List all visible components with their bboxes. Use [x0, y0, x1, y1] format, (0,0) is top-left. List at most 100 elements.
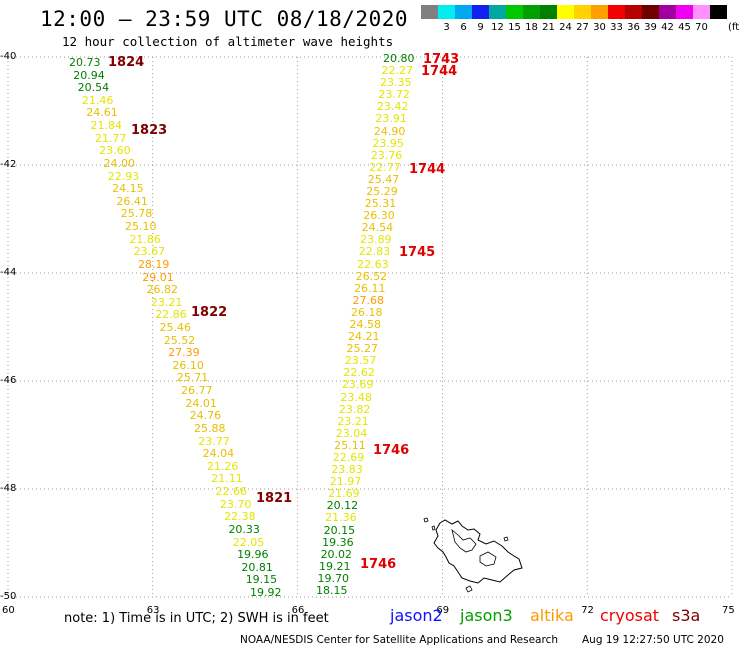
color-scale-cell: 12 — [489, 5, 506, 33]
color-scale-label: 45 — [678, 22, 691, 33]
satellite-legend-item: altika — [530, 606, 574, 625]
wave-height-value: 25.31 — [364, 197, 397, 211]
island-coastline — [423, 517, 523, 593]
color-scale-label: 33 — [610, 22, 623, 33]
pass-time-label: 1743 — [423, 52, 460, 67]
wave-height-value: 23.76 — [370, 148, 403, 162]
wave-height-value: 23.21 — [150, 295, 183, 309]
wave-height-value: 20.02 — [320, 547, 353, 561]
wave-height-value: 21.77 — [94, 131, 127, 145]
wave-height-value: 25.29 — [366, 185, 398, 198]
wave-height-value: 22.69 — [332, 451, 365, 464]
wave-height-value: 23.83 — [331, 463, 363, 477]
wave-height-value: 25.71 — [176, 371, 209, 385]
pass-time-label: 1746 — [360, 557, 397, 572]
wave-height-value: 23.82 — [338, 402, 371, 416]
color-swatch — [523, 5, 540, 19]
wave-height-value: 19.21 — [319, 559, 351, 573]
satellite-legend-item: cryosat — [600, 606, 660, 625]
color-scale-label: 6 — [460, 22, 467, 33]
wave-height-value: 21.84 — [90, 119, 123, 133]
map-grid — [7, 56, 733, 598]
color-scale-cell: 18 — [523, 5, 540, 33]
wave-height-value: 23.57 — [344, 354, 377, 368]
wave-height-value: 20.81 — [241, 560, 273, 574]
generation-timestamp: Aug 19 12:27:50 UTC 2020 — [582, 634, 724, 646]
wave-height-value: 22.66 — [215, 485, 248, 499]
color-swatch — [642, 5, 659, 19]
color-swatch — [438, 5, 455, 19]
satellite-legend-item: jason3 — [460, 606, 513, 625]
pass-time-label: 1824 — [108, 55, 145, 70]
pass-time-label: 1746 — [373, 443, 410, 458]
wave-height-value: 25.52 — [163, 333, 196, 347]
color-scale-cell — [421, 5, 438, 33]
wave-height-value: 21.86 — [129, 232, 161, 246]
wave-height-value: 23.67 — [133, 245, 166, 259]
wave-height-value: 20.15 — [323, 523, 356, 537]
wave-height-value: 22.62 — [343, 366, 375, 380]
wave-height-value: 26.18 — [351, 305, 383, 319]
color-scale-cell: 3 — [438, 5, 455, 33]
wave-height-value: 20.94 — [73, 68, 105, 82]
latitude-label: -50 — [0, 591, 17, 602]
wave-height-value: 24.61 — [86, 106, 118, 120]
wave-height-value: 19.96 — [237, 548, 269, 562]
wave-height-value: 29.01 — [142, 270, 174, 284]
color-scale-label: 70 — [695, 22, 708, 33]
color-scale-legend: 3 6 9 12 15 18 21 24 27 30 33 36 39 42 45 70 — [421, 5, 727, 33]
color-scale-label: 12 — [491, 22, 504, 33]
satellite-legend-item: jason2 — [390, 606, 443, 625]
wave-height-value: 19.36 — [322, 535, 354, 549]
color-scale-cell: 27 — [574, 5, 591, 33]
color-swatch — [676, 5, 693, 19]
color-scale-label: 36 — [627, 22, 640, 33]
longitude-label: 69 — [436, 605, 450, 616]
satellite-legend-item: s3a — [672, 606, 701, 625]
map-subtitle: 12 hour collection of altimeter wave hei… — [62, 34, 394, 49]
color-scale-cell: 42 — [659, 5, 676, 33]
wave-height-value: 28.19 — [137, 257, 170, 271]
wave-height-value: 19.92 — [250, 586, 282, 599]
color-swatch — [625, 5, 642, 19]
wave-height-value: 24.76 — [189, 409, 222, 423]
pass-time-label: 1823 — [131, 123, 168, 138]
wave-height-value: 22.05 — [232, 535, 265, 549]
wave-height-value: 26.41 — [116, 194, 148, 208]
latitude-label: -44 — [0, 267, 17, 278]
wave-height-value: 25.88 — [193, 421, 226, 435]
wave-height-value: 26.11 — [354, 281, 386, 295]
color-swatch — [659, 5, 676, 19]
wave-height-value: 20.54 — [77, 81, 110, 95]
color-swatch — [557, 5, 574, 19]
color-scale-label: 18 — [525, 22, 538, 33]
color-scale-label: 30 — [593, 22, 606, 33]
wave-height-value: 21.36 — [325, 511, 357, 525]
wave-height-value: 27.68 — [352, 293, 385, 307]
wave-height-value: 23.70 — [219, 497, 252, 511]
color-scale-cell: 39 — [642, 5, 659, 33]
wave-height-value: 20.12 — [326, 499, 359, 513]
wave-height-value: 20.33 — [228, 522, 260, 536]
color-swatch — [421, 5, 438, 19]
wave-height-value: 23.35 — [379, 76, 412, 90]
color-scale-label: 42 — [661, 22, 674, 33]
wave-height-value: 23.60 — [99, 144, 131, 158]
color-scale-label: 3 — [443, 22, 450, 33]
color-swatch — [710, 5, 727, 19]
wave-height-value: 23.77 — [198, 434, 230, 448]
color-scale-label: 21 — [542, 22, 555, 33]
color-scale-unit: (ft) — [728, 22, 740, 33]
wave-height-value: 26.30 — [363, 209, 395, 223]
wave-height-value: 23.69 — [341, 378, 374, 392]
wave-height-value: 21.46 — [81, 93, 114, 107]
wave-height-value: 23.91 — [375, 112, 407, 126]
color-scale-label: 24 — [559, 22, 572, 33]
wave-height-value: 21.11 — [211, 472, 243, 486]
wave-height-value: 22.77 — [369, 160, 401, 174]
color-swatch — [506, 5, 523, 19]
color-scale-label: 9 — [477, 22, 484, 33]
wave-height-value: 22.27 — [381, 64, 413, 78]
wave-height-value: 25.47 — [367, 172, 400, 186]
pass-time-label: 1745 — [399, 245, 436, 260]
